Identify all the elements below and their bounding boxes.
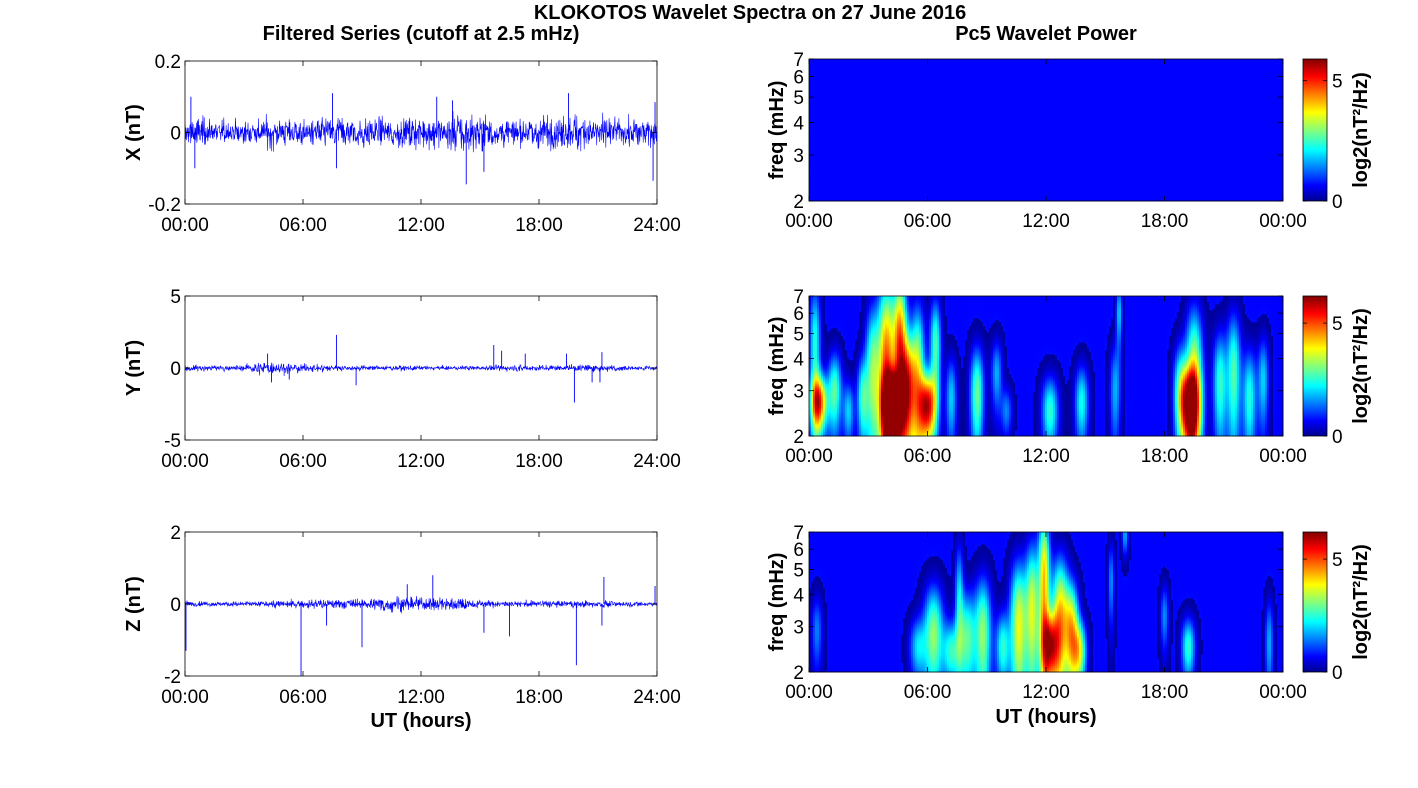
wavelet-y-ytick-2: 5 [793, 325, 804, 346]
wavelet-x-xtick-1: 06:00 [904, 211, 952, 232]
series-x-xtick-4: 24:00 [633, 215, 681, 236]
wavelet-z-xtick-2: 12:00 [1022, 682, 1070, 703]
series-y-xtick-4: 24:00 [633, 451, 681, 472]
wavelet-z-xlabel: UT (hours) [995, 706, 1096, 728]
wavelet-z-ylabel: freq (mHz) [766, 553, 788, 652]
wavelet-y-raster [809, 296, 1283, 436]
series-x-xtick-0: 00:00 [161, 215, 209, 236]
wavelet-y-ytick-4: 3 [793, 382, 804, 403]
wavelet-x-xtick-3: 18:00 [1141, 211, 1189, 232]
series-y-ylabel: Y (nT) [123, 340, 145, 396]
series-y-ytick-0: 5 [170, 287, 181, 308]
series-y-ytick-2: -5 [164, 431, 181, 452]
series-y-xtick-0: 00:00 [161, 451, 209, 472]
wavelet-z-cbtick-0: 5 [1332, 550, 1343, 571]
series-x-xtick-1: 06:00 [279, 215, 327, 236]
series-x-panel: 0.2 0 -0.200:00 06:00 12:00 18:00 24:00 X (nT) [123, 52, 681, 236]
series-y-ytick-1: 0 [170, 359, 181, 380]
wavelet-z-colorbar-label: log2(nT²/Hz) [1350, 544, 1372, 660]
wavelet-x-raster [809, 59, 1283, 201]
series-x-ylabel: X (nT) [123, 104, 145, 161]
wavelet-y-ylabel: freq (mHz) [766, 317, 788, 416]
wavelet-x-ylabel: freq (mHz) [766, 81, 788, 180]
wavelet-y-cbtick-1: 0 [1332, 427, 1343, 448]
wavelet-z-xtick-3: 18:00 [1141, 682, 1189, 703]
series-z-xtick-1: 06:00 [279, 687, 327, 708]
wavelet-y-colorbar-label: log2(nT²/Hz) [1350, 308, 1372, 424]
series-z-xtick-3: 18:00 [515, 687, 563, 708]
series-z-xtick-4: 24:00 [633, 687, 681, 708]
series-z-panel: 2 0 -200:00 06:00 12:00 18:00 24:00 Z (nT) UT (h… [123, 523, 681, 732]
wavelet-x-ytick-1: 6 [793, 67, 804, 88]
figure-title: KLOKOTOS Wavelet Spectra on 27 June 2016 [534, 2, 966, 24]
wavelet-x-colorbar-label: log2(nT²/Hz) [1350, 72, 1372, 188]
left-column-title: Filtered Series (cutoff at 2.5 mHz) [263, 23, 580, 45]
series-y-xtick-3: 18:00 [515, 451, 563, 472]
wavelet-z-colorbar [1303, 532, 1327, 672]
wavelet-z-xtick-0: 00:00 [785, 682, 833, 703]
wavelet-x-ytick-5: 2 [793, 192, 804, 213]
wavelet-z-xtick-4: 00:00 [1259, 682, 1307, 703]
wavelet-z-ytick-2: 5 [793, 561, 804, 582]
wavelet-x-xtick-0: 00:00 [785, 211, 833, 232]
wavelet-y-xtick-3: 18:00 [1141, 446, 1189, 467]
wavelet-y-ytick-3: 4 [793, 350, 804, 371]
series-y-xtick-2: 12:00 [397, 451, 445, 472]
series-x-xtick-3: 18:00 [515, 215, 563, 236]
wavelet-x-ytick-4: 3 [793, 146, 804, 167]
wavelet-y-ytick-5: 2 [793, 427, 804, 448]
wavelet-y-xtick-4: 00:00 [1259, 446, 1307, 467]
wavelet-z-xtick-1: 06:00 [904, 682, 952, 703]
series-z-ytick-0: 2 [170, 523, 181, 544]
series-x-xtick-2: 12:00 [397, 215, 445, 236]
series-z-ytick-2: -2 [164, 667, 181, 688]
series-z-xtick-2: 12:00 [397, 687, 445, 708]
wavelet-x-xtick-4: 00:00 [1259, 211, 1307, 232]
series-z-xlabel: UT (hours) [370, 710, 471, 732]
wavelet-x-cbtick-0: 5 [1332, 72, 1343, 93]
series-z-ylabel: Z (nT) [123, 576, 145, 632]
wavelet-z-ytick-5: 2 [793, 663, 804, 684]
wavelet-z-ytick-4: 3 [793, 618, 804, 639]
series-z-ytick-1: 0 [170, 595, 181, 616]
wavelet-y-xtick-0: 00:00 [785, 446, 833, 467]
wavelet-y-xtick-1: 06:00 [904, 446, 952, 467]
wavelet-z-cbtick-1: 0 [1332, 663, 1343, 684]
series-x-ytick-2: -0.2 [148, 195, 181, 216]
wavelet-y-cbtick-0: 5 [1332, 314, 1343, 335]
wavelet-x-xtick-2: 12:00 [1022, 211, 1070, 232]
series-z-xtick-0: 00:00 [161, 687, 209, 708]
wavelet-x-ytick-2: 5 [793, 88, 804, 109]
wavelet-x-cbtick-1: 0 [1332, 192, 1343, 213]
wavelet-y-colorbar [1303, 296, 1327, 436]
wavelet-z-raster [809, 532, 1283, 672]
series-x-ytick-1: 0 [170, 124, 181, 145]
right-column-title: Pc5 Wavelet Power [955, 23, 1137, 45]
series-x-ytick-0: 0.2 [155, 52, 181, 73]
series-y-xtick-1: 06:00 [279, 451, 327, 472]
wavelet-y-ytick-1: 6 [793, 304, 804, 325]
wavelet-x-ytick-3: 4 [793, 113, 804, 134]
wavelet-z-ytick-1: 6 [793, 540, 804, 561]
wavelet-y-xtick-2: 12:00 [1022, 446, 1070, 467]
wavelet-z-ytick-3: 4 [793, 586, 804, 607]
series-y-panel: 5 0 -500:00 06:00 12:00 18:00 24:00 Y (nT) [123, 287, 681, 472]
